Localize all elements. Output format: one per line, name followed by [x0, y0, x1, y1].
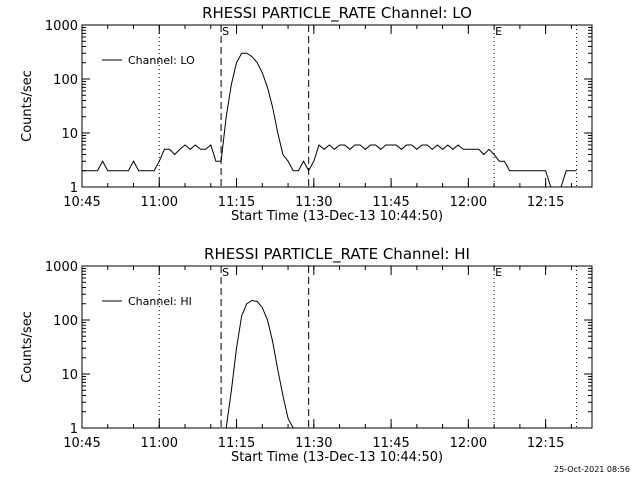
footer-timestamp: 25-Oct-2021 08:56 — [554, 465, 630, 474]
x-tick-label: 12:15 — [527, 436, 564, 451]
series-line — [225, 299, 294, 429]
time-marker-label: E — [495, 266, 502, 279]
y-axis-label: Counts/sec — [20, 311, 35, 383]
x-tick-label: 11:30 — [295, 436, 332, 451]
series-line — [82, 52, 577, 188]
chart-title: RHESSI PARTICLE_RATE Channel: LO — [202, 4, 472, 23]
plot-frame — [81, 265, 593, 429]
y-tick-label: 100 — [53, 73, 78, 88]
x-tick-label: 12:15 — [527, 195, 564, 210]
y-tick-label: 10 — [61, 368, 78, 383]
x-tick-label: 11:15 — [218, 436, 255, 451]
y-tick-label: 10 — [61, 127, 78, 142]
x-tick-label: 11:30 — [295, 195, 332, 210]
time-marker-label: E — [495, 25, 502, 38]
plot-frame — [81, 24, 593, 188]
x-tick-label: 11:00 — [141, 195, 178, 210]
y-tick-label: 1000 — [45, 19, 78, 34]
x-axis-label: Start Time (13-Dec-13 10:44:50) — [231, 450, 443, 465]
x-tick-label: 11:45 — [372, 436, 409, 451]
x-tick-label: 12:00 — [450, 195, 487, 210]
y-tick-label: 1 — [70, 422, 78, 437]
legend-label: Channel: HI — [128, 295, 192, 308]
chart-panel-2: RHESSI PARTICLE_RATE Channel: HI 1 10 100 10… — [20, 245, 593, 465]
y-tick-label: 100 — [53, 314, 78, 329]
x-tick-label: 11:45 — [372, 195, 409, 210]
y-tick-label: 1 — [70, 181, 78, 196]
x-tick-label: 11:15 — [218, 195, 255, 210]
y-axis-label: Counts/sec — [20, 70, 35, 142]
time-marker-label: S — [222, 25, 229, 38]
legend-label: Channel: LO — [128, 54, 195, 67]
chart-panel-1: RHESSI PARTICLE_RATE Channel: LO 1 10 100 10… — [20, 4, 593, 224]
x-tick-label: 11:00 — [141, 436, 178, 451]
chart-title: RHESSI PARTICLE_RATE Channel: HI — [204, 245, 470, 264]
y-tick-label: 1000 — [45, 260, 78, 275]
time-marker-label: S — [222, 266, 229, 279]
x-tick-label: 10:45 — [63, 436, 100, 451]
x-tick-label: 10:45 — [63, 195, 100, 210]
x-axis-label: Start Time (13-Dec-13 10:44:50) — [231, 209, 443, 224]
x-tick-label: 12:00 — [450, 436, 487, 451]
